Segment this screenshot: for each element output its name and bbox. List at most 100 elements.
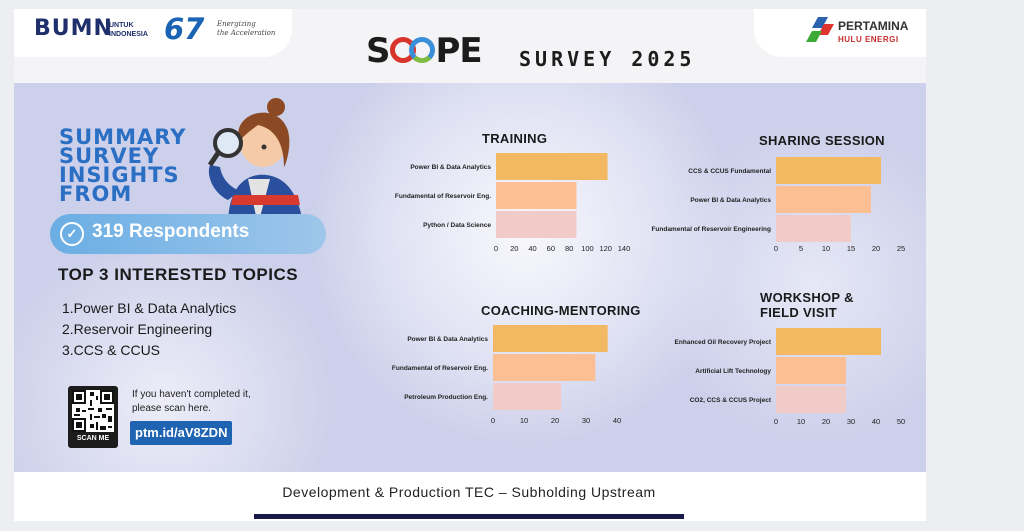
bumn-sub-line2: INDONESIA — [109, 31, 148, 38]
bumn-logo: BUMN — [34, 16, 113, 41]
category-label: Power BI & Data Analytics — [410, 164, 491, 171]
tick-label: 20 — [822, 417, 830, 426]
tick-label: 10 — [797, 417, 805, 426]
tick-label: 120 — [599, 244, 612, 253]
tick-label: 15 — [847, 244, 855, 253]
top3-item: 3.CCS & CCUS — [62, 342, 161, 358]
category-label: Enhanced Oil Recovery Project — [675, 339, 772, 346]
qr-pattern-icon — [72, 390, 114, 432]
tick-label: 0 — [494, 244, 498, 253]
sharing-session-chart-plot: CCS & CCUS Fundamental Power BI & Data An… — [651, 157, 905, 253]
category-label: Petroleum Production Eng. — [404, 394, 488, 401]
bar — [776, 328, 881, 355]
summary-title: SUMMARY SURVEY INSIGHTS FROM — [59, 125, 187, 206]
tick-label: 0 — [774, 244, 778, 253]
coaching-mentoring-chart: COACHING-MENTORING Power BI & Data Analy… — [392, 303, 681, 433]
qr-code[interactable]: SCAN ME — [68, 386, 118, 448]
workshop-field-visit-chart-plot: Enhanced Oil Recovery Project Artificial … — [675, 328, 905, 426]
tick-label: 10 — [520, 416, 528, 425]
top3-title: TOP 3 INTERESTED TOPICS — [58, 265, 299, 284]
survey-infographic: BUMN UNTUK INDONESIA 67 Energizing the A… — [14, 9, 926, 521]
tick-label: 10 — [822, 244, 830, 253]
chart-title: SHARING SESSION — [759, 133, 885, 148]
survey-link[interactable]: ptm.id/aV8ZDN — [130, 421, 233, 445]
tick-label: 40 — [528, 244, 536, 253]
tick-label: 30 — [847, 417, 855, 426]
training-chart: TRAINING Power BI & Data Analytics Fundam… — [395, 131, 682, 261]
tick-label: 50 — [897, 417, 905, 426]
scope-logo-s: S — [366, 31, 390, 71]
tagline-line2: the Acceleration — [217, 29, 276, 37]
bar — [776, 215, 851, 242]
tick-label: 20 — [551, 416, 559, 425]
bar — [493, 354, 596, 381]
scan-me-label: SCAN ME — [76, 435, 110, 442]
category-label: Fundamental of Reservoir Eng. — [395, 193, 491, 200]
category-label: CO2, CCS & CCUS Project — [690, 397, 772, 404]
sharing-session-chart: SHARING SESSION CCS & CCUS Fundamental Po… — [651, 133, 919, 263]
check-circle-icon: ✓ — [60, 222, 84, 246]
scan-prompt-line2: please scan here. — [132, 403, 211, 414]
chart-title: TRAINING — [482, 131, 548, 146]
tagline-line1: Energizing — [217, 20, 256, 28]
scope-logo: S PE — [366, 31, 483, 71]
bar — [776, 157, 881, 184]
category-label: CCS & CCUS Fundamental — [688, 168, 771, 175]
category-label: Python / Data Science — [423, 222, 491, 229]
main-panel: SUMMARY SURVEY INSIGHTS FROM ✓ 319 Respo… — [14, 83, 926, 472]
category-label: Power BI & Data Analytics — [407, 336, 488, 343]
category-label: Fundamental of Reservoir Engineering — [651, 226, 771, 233]
tick-label: 20 — [872, 244, 880, 253]
tick-label: 30 — [582, 416, 590, 425]
chart-title: WORKSHOP & FIELD VISIT — [760, 290, 854, 320]
header: BUMN UNTUK INDONESIA 67 Energizing the A… — [14, 9, 926, 83]
scan-prompt: If you haven't completed it, please scan… — [132, 388, 282, 416]
coaching-mentoring-chart-plot: Power BI & Data Analytics Fundamental of … — [392, 325, 621, 425]
footer: Development & Production TEC – Subholdin… — [14, 472, 926, 521]
survey-title: SURVEY 2025 — [519, 47, 696, 71]
top3-list: 1.Power BI & Data Analytics 2.Reservoir … — [62, 298, 236, 361]
tick-label: 5 — [799, 244, 803, 253]
tick-label: 40 — [872, 417, 880, 426]
category-label: Power BI & Data Analytics — [690, 197, 771, 204]
bar — [776, 386, 846, 413]
bar — [496, 211, 577, 238]
tick-label: 0 — [491, 416, 495, 425]
partner-logos: BUMN UNTUK INDONESIA 67 Energizing the A… — [14, 9, 292, 57]
category-label: Artificial Lift Technology — [695, 368, 771, 375]
top3-item: 1.Power BI & Data Analytics — [62, 300, 237, 316]
bar — [776, 186, 871, 213]
bar — [496, 153, 608, 180]
bar — [493, 325, 608, 352]
bumn-sub-line1: UNTUK — [109, 22, 134, 29]
tick-label: 140 — [618, 244, 631, 253]
training-chart-plot: Power BI & Data Analytics Fundamental of … — [395, 153, 631, 253]
workshop-field-visit-chart: WORKSHOP & FIELD VISIT Enhanced Oil Reco… — [675, 290, 920, 435]
bar — [493, 383, 562, 410]
top3-item: 2.Reservoir Engineering — [62, 321, 213, 337]
bar — [776, 357, 846, 384]
pertamina-name: PERTAMINA — [838, 19, 909, 33]
footer-underline — [254, 514, 684, 519]
category-label: Fundamental of Reservoir Eng. — [392, 365, 488, 372]
tick-label: 0 — [774, 417, 778, 426]
pertamina-logo: PERTAMINA HULU ENERGI — [754, 9, 926, 57]
tick-label: 80 — [565, 244, 573, 253]
pertamina-mark-icon — [806, 17, 834, 42]
footer-text: Development & Production TEC – Subholdin… — [282, 484, 656, 500]
pertamina-subtitle: HULU ENERGI — [838, 35, 899, 44]
respondents-count: 319 Respondents — [92, 221, 250, 242]
scan-prompt-line1: If you haven't completed it, — [132, 389, 251, 400]
tick-label: 25 — [897, 244, 905, 253]
character-illustration — [207, 98, 303, 225]
chart-title: COACHING-MENTORING — [481, 303, 641, 318]
respondents-badge: ✓ 319 Respondents — [50, 214, 326, 254]
tick-label: 60 — [547, 244, 555, 253]
anniversary-tagline: Energizing the Acceleration — [217, 20, 275, 38]
anniversary-logo: 67 — [164, 12, 205, 46]
scope-logo-rings — [389, 37, 436, 65]
bumn-logo-subtitle: UNTUK INDONESIA — [109, 21, 148, 39]
scope-logo-pe: PE — [435, 31, 483, 71]
chart-title-line: WORKSHOP & — [760, 290, 854, 305]
tick-label: 20 — [510, 244, 518, 253]
